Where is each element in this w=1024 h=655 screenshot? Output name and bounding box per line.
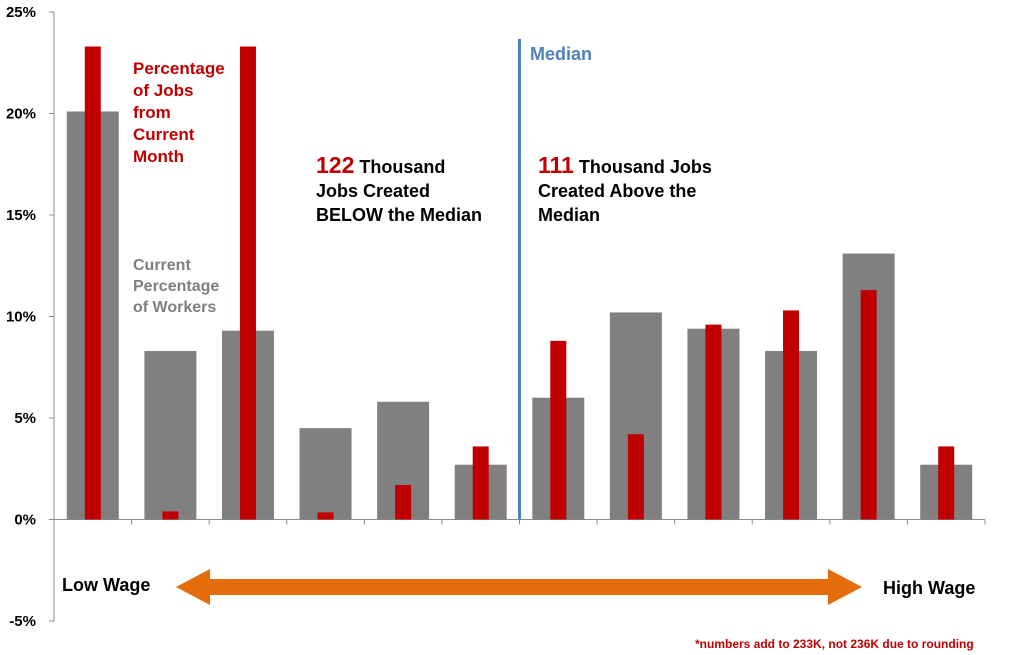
bar-jobs	[705, 324, 722, 520]
red-series-line: Percentage	[133, 59, 225, 78]
bar-jobs	[472, 446, 489, 520]
red-series-line: Current	[133, 125, 195, 144]
below-line3: BELOW the Median	[316, 205, 482, 225]
red-series-line: of Jobs	[133, 81, 194, 100]
red-series-line: from	[133, 103, 171, 122]
below-line2: Jobs Created	[316, 181, 431, 201]
red-series-label: Percentage of Jobs from Current Month	[133, 58, 225, 168]
red-series-line: Month	[133, 147, 184, 166]
y-tick-label: 25%	[6, 4, 36, 21]
above-line3: Median	[538, 205, 601, 225]
bars	[66, 39, 973, 605]
bar-jobs	[317, 512, 334, 520]
y-tick-label: -5%	[9, 613, 36, 630]
bar-workers	[299, 428, 352, 520]
gray-series-line: of Workers	[133, 299, 217, 316]
y-tick-label: 0%	[14, 512, 36, 529]
y-tick-labels: -5% 0% 5% 10% 15% 20% 25%	[6, 4, 36, 630]
bar-jobs	[162, 511, 179, 520]
bar-jobs	[239, 46, 256, 520]
gray-series-label: Current Percentage of Workers	[133, 255, 219, 318]
above-median-annotation: 111 Thousand Jobs Created Above the Medi…	[538, 153, 712, 227]
below-line1: Thousand	[359, 157, 446, 177]
bar-workers	[144, 351, 197, 520]
gray-series-line: Percentage	[133, 278, 220, 295]
above-line2: Created Above the	[538, 181, 697, 201]
wage-arrow	[176, 569, 862, 605]
y-tick-label: 5%	[14, 410, 36, 427]
y-tick-label: 15%	[6, 207, 36, 224]
y-tick-label: 10%	[6, 309, 36, 326]
bar-jobs	[783, 310, 800, 520]
above-line1: Thousand Jobs	[578, 157, 712, 177]
low-wage-label: Low Wage	[62, 575, 151, 595]
below-count: 122	[316, 152, 355, 178]
footnote: *numbers add to 233K, not 236K due to ro…	[695, 637, 974, 651]
bar-jobs	[627, 434, 644, 520]
bar-jobs	[84, 46, 101, 520]
bar-jobs	[550, 340, 567, 520]
above-count: 111	[538, 152, 574, 178]
median-label: Median	[530, 44, 593, 64]
bar-jobs	[938, 446, 955, 520]
bar-jobs	[860, 290, 877, 520]
y-tick-label: 20%	[6, 106, 36, 123]
bar-jobs	[395, 484, 412, 520]
high-wage-label: High Wage	[883, 578, 976, 598]
below-median-annotation: 122 Thousand Jobs Created BELOW the Medi…	[316, 153, 482, 227]
gray-series-line: Current	[133, 257, 191, 274]
